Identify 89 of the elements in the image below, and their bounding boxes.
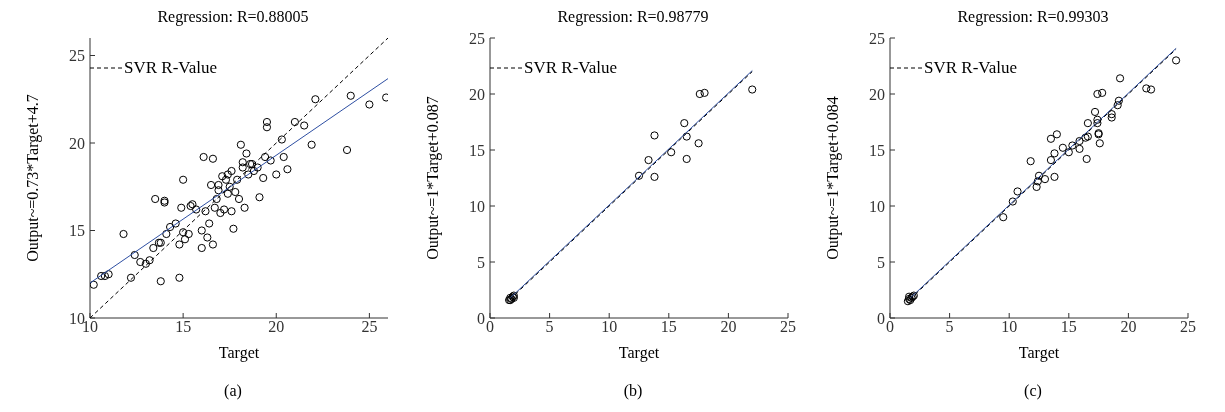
point: [1075, 144, 1084, 153]
legend-label: SVR R-Value: [124, 58, 218, 78]
point: [1146, 85, 1156, 94]
text: (c): [1024, 382, 1042, 399]
point: [1034, 171, 1044, 180]
point: [1142, 84, 1151, 93]
point: [634, 171, 644, 180]
y-tick-label: 15: [869, 141, 885, 159]
chart-title: Regression: R=0.99303: [956, 8, 1110, 28]
x-tick-label: 15: [175, 318, 192, 336]
y-axis-title: Output~=1*Target+0.087: [423, 96, 442, 260]
y-tick-label: 20: [69, 134, 85, 152]
y-tick-label: 10: [869, 197, 885, 215]
point: [1052, 130, 1061, 139]
y-tick-label: 25: [869, 29, 885, 47]
x-tick-label: 5: [545, 318, 554, 336]
point: [1093, 115, 1102, 124]
point: [680, 119, 689, 128]
y-axis-title: Output~=0.73*Target+4.7: [23, 94, 42, 262]
point: [1107, 113, 1116, 122]
point: [650, 172, 659, 181]
point: [999, 213, 1008, 222]
x-tick-label: 25: [780, 318, 796, 336]
point: [695, 89, 704, 99]
y-tick-label: 15: [69, 222, 85, 240]
point: [1046, 134, 1056, 143]
point: [700, 88, 709, 97]
point: [1046, 155, 1056, 165]
x-axis-title: Target: [618, 344, 660, 362]
point: [1058, 143, 1067, 152]
point: [1064, 148, 1073, 157]
point: [904, 292, 914, 301]
point: [682, 132, 691, 141]
x-tick-label: 20: [720, 318, 737, 336]
y-tick-label: 25: [469, 29, 485, 47]
x-tick-label: 10: [601, 318, 618, 336]
y-tick-label: 20: [469, 85, 485, 103]
point: [1050, 172, 1059, 181]
point: [1095, 139, 1104, 148]
point: [1098, 88, 1107, 97]
y-tick-label: 25: [69, 47, 85, 65]
chart-title: Regression: R=0.98779: [556, 8, 710, 28]
point: [1083, 119, 1092, 128]
x-tick-label: 20: [1120, 318, 1137, 336]
text: (a): [224, 382, 242, 399]
point: [1093, 89, 1102, 99]
chart-title: Regression: R=0.88005: [156, 8, 310, 28]
point: [1114, 96, 1123, 105]
x-tick-label: 25: [361, 318, 378, 336]
point: [1050, 149, 1059, 158]
point: [1093, 119, 1102, 128]
legend-label: SVR R-Value: [924, 58, 1018, 78]
y-tick-label: 20: [869, 85, 885, 103]
x-tick-label: 15: [1060, 318, 1077, 336]
y-tick-label: 5: [477, 253, 485, 271]
point: [1107, 110, 1116, 119]
y-axis-title: Output~=1*Target+0.084: [823, 96, 842, 260]
point: [1013, 187, 1022, 196]
point: [650, 131, 659, 140]
point: [748, 85, 757, 94]
x-tick-label: 5: [945, 318, 954, 336]
point: [1040, 175, 1050, 184]
point: [667, 148, 676, 157]
x-tick-label: 20: [268, 318, 285, 336]
point: [1082, 154, 1091, 164]
point: [1033, 177, 1042, 186]
point: [694, 139, 703, 148]
x-axis-title: Target: [218, 344, 260, 362]
point: [1032, 182, 1041, 192]
x-tick-label: 15: [660, 318, 677, 336]
point: [1008, 197, 1017, 206]
x-tick-label: 25: [1180, 318, 1196, 336]
point: [1068, 141, 1077, 150]
point: [1171, 56, 1181, 65]
point: [682, 154, 691, 164]
x-axis-title: Target: [1018, 344, 1060, 362]
y-tick-label: 15: [469, 141, 485, 159]
point: [1113, 101, 1122, 110]
point: [1075, 136, 1084, 146]
text: (b): [623, 382, 643, 399]
point: [1115, 74, 1125, 83]
y-tick-label: 5: [877, 253, 885, 271]
point: [644, 155, 653, 165]
x-tick-label: 10: [1001, 318, 1018, 336]
legend-label: SVR R-Value: [524, 58, 618, 78]
y-tick-label: 10: [469, 197, 485, 215]
point: [1090, 107, 1100, 117]
point: [1026, 157, 1035, 166]
point: [903, 297, 912, 306]
